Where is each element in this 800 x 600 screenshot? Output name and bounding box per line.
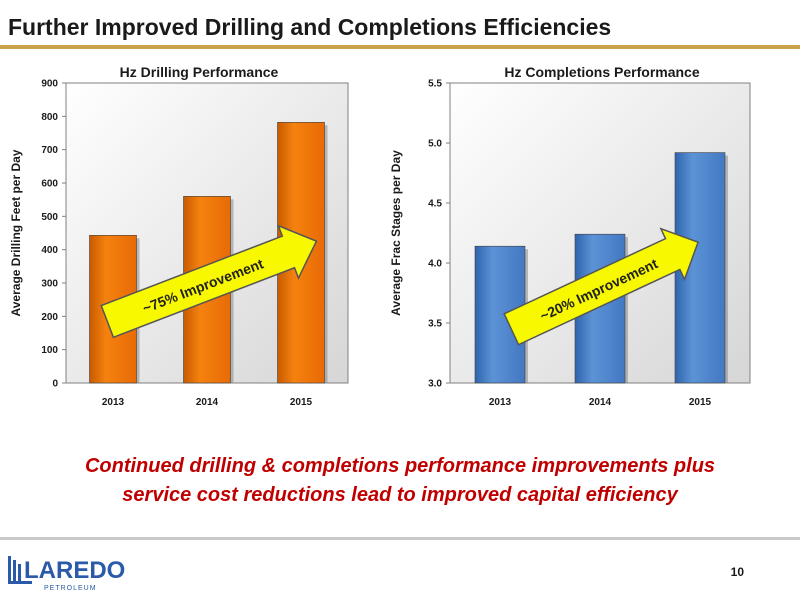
slide-title: Further Improved Drilling and Completion…: [8, 14, 612, 40]
x-category-label: 2014: [589, 397, 612, 408]
y-tick-label: 100: [41, 345, 58, 356]
y-tick-label: 5.0: [428, 139, 442, 150]
x-category-label: 2015: [689, 397, 712, 408]
page-number: 10: [730, 565, 744, 579]
tagline: Continued drilling & completions perform…: [0, 452, 800, 510]
logo-name: LAREDO: [24, 557, 125, 584]
y-tick-label: 0: [52, 379, 58, 390]
x-category-label: 2013: [102, 397, 125, 408]
drilling-performance-chart: 0 100 200 300 400 500 600 700 800 900 2013 2014 201…: [9, 64, 349, 408]
chart-title: Hz Drilling Performance: [120, 64, 279, 80]
footer-divider: [0, 537, 800, 540]
y-tick-label: 600: [41, 179, 58, 190]
title-divider: [0, 45, 800, 49]
y-tick-label: 300: [41, 279, 58, 290]
y-axis-label: Average Drilling Feet per Day: [9, 149, 23, 316]
y-tick-label: 3.0: [428, 379, 442, 390]
y-tick-label: 500: [41, 212, 58, 223]
y-axis-label: Average Frac Stages per Day: [389, 150, 403, 316]
x-category-label: 2014: [196, 397, 219, 408]
y-tick-label: 700: [41, 145, 58, 156]
y-tick-label: 900: [41, 79, 58, 90]
y-tick-label: 3.5: [428, 319, 442, 330]
y-tick-label: 200: [41, 312, 58, 323]
x-category-label: 2015: [290, 397, 313, 408]
y-tick-label: 400: [41, 245, 58, 256]
x-category-label: 2013: [489, 397, 512, 408]
y-tick-label: 4.0: [428, 259, 442, 270]
logo-subtitle: PETROLEUM: [44, 585, 97, 592]
completions-performance-chart: 3.0 3.5 4.0 4.5 5.0 5.5 2013 2014 2015 Hz Compl…: [389, 64, 751, 408]
chart-title: Hz Completions Performance: [504, 64, 699, 80]
y-tick-label: 5.5: [428, 79, 442, 90]
laredo-logo: LAREDO PETROLEUM: [8, 556, 125, 592]
y-tick-label: 800: [41, 112, 58, 123]
tagline-line-2: service cost reductions lead to improved…: [122, 484, 678, 506]
y-tick-label: 4.5: [428, 199, 442, 210]
tagline-line-1: Continued drilling & completions perform…: [84, 455, 716, 477]
